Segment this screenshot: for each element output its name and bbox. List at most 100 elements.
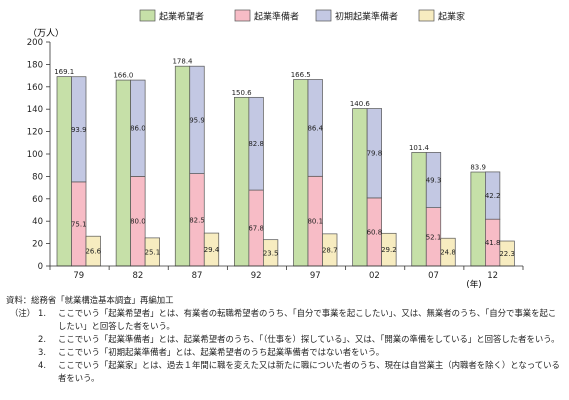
y-tick-label: 0	[38, 262, 43, 272]
x-tick-label: 02	[369, 271, 380, 281]
data-label-entrepreneur: 22.3	[499, 250, 515, 258]
bar-group-97: 166.5 80.1 86.4 28.7	[291, 71, 338, 267]
bar-initial-preparer	[485, 171, 501, 220]
data-label-entrepreneur: 23.5	[263, 249, 279, 257]
legend-swatch	[315, 9, 332, 22]
data-label-hope: 140.6	[350, 100, 371, 108]
data-label-initial-preparer: 93.9	[71, 126, 87, 134]
data-label-entrepreneur: 24.8	[440, 249, 456, 257]
bar-hope	[234, 96, 250, 267]
bar-initial-preparer	[425, 152, 442, 208]
note-text: ここでいう「起業準備者」とは、起業希望者のうち、「（仕事を）探している」、又は、…	[58, 334, 560, 344]
bar-group-02: 140.6 60.8 79.8 29.2	[350, 100, 397, 267]
bar-group-12: 83.9 41.8 42.2 22.3	[470, 164, 515, 267]
x-tick-label: 92	[251, 271, 262, 281]
data-label-initial-preparer: 82.8	[248, 140, 264, 148]
x-tick-label: 12	[487, 271, 498, 281]
note-item-4: 4. ここでいう「起業家」とは、過去１年間に職を変えた又は新たに職についた者のう…	[6, 359, 564, 385]
data-label-preparer: 80.0	[130, 218, 146, 226]
data-label-entrepreneur: 29.4	[204, 246, 220, 254]
y-tick-label: 200	[27, 38, 43, 48]
note-item-3: 3. ここでいう「初期起業準備者」とは、起業希望者のうち起業準備者ではない者をい…	[6, 346, 564, 359]
y-axis-unit-label: （万人）	[28, 28, 64, 39]
x-tick-label: 87	[192, 271, 203, 281]
note-number: 1.	[38, 308, 46, 318]
bar-initial-preparer	[189, 65, 205, 174]
data-label-entrepreneur: 29.2	[381, 246, 397, 254]
y-tick-label: 140	[27, 105, 43, 115]
data-label-entrepreneur: 25.1	[145, 248, 161, 256]
legend-swatch	[139, 9, 156, 22]
note-text: ここでいう「起業希望者」とは、有業者の転職希望者のうち、「自分で事業を起こしたい…	[58, 308, 557, 331]
y-tick-label: 180	[27, 60, 43, 70]
x-tick-label: 79	[73, 271, 84, 281]
bar-group-82: 166.0 80.0 86.0 25.1	[113, 72, 161, 267]
y-tick-label: 80	[32, 172, 43, 182]
data-label-initial-preparer: 86.0	[130, 125, 146, 133]
bar-hope	[174, 65, 191, 267]
x-tick-label: 97	[310, 271, 321, 281]
data-label-hope: 166.0	[113, 72, 133, 80]
note-number: 3.	[38, 347, 46, 357]
note-number: 2.	[38, 334, 46, 344]
y-tick-label: 40	[32, 217, 43, 227]
legend-label: 初期起業準備者	[335, 11, 398, 23]
chart-legend: 起業希望者 起業準備者 初期起業準備者 起業家	[139, 9, 465, 23]
note-item-2: 2. ここでいう「起業準備者」とは、起業希望者のうち、「（仕事を）探している」、…	[6, 333, 564, 346]
bar-initial-preparer	[248, 96, 264, 191]
bar-initial-preparer	[130, 79, 146, 177]
data-label-initial-preparer: 49.3	[426, 177, 442, 185]
data-label-preparer: 75.1	[71, 220, 87, 228]
data-label-entrepreneur: 28.7	[322, 246, 338, 254]
data-label-initial-preparer: 86.4	[307, 124, 323, 132]
y-tick-label: 120	[27, 128, 43, 138]
entrepreneur-bar-chart: 起業希望者 起業準備者 初期起業準備者 起業家 （万人） 02040608010012…	[27, 9, 524, 290]
bar-hope	[293, 79, 309, 267]
data-label-hope: 169.1	[54, 68, 74, 76]
data-label-hope: 101.4	[409, 144, 430, 152]
x-axis: 79 82 87 92 97 02 07 12	[49, 265, 524, 281]
data-label-preparer: 60.8	[367, 228, 383, 236]
y-tick-label: 20	[32, 240, 43, 250]
legend-label: 起業家	[438, 11, 465, 23]
bar-group-07: 101.4 52.1 49.3 24.8	[409, 144, 456, 267]
data-label-preparer: 52.1	[426, 233, 442, 241]
note-item-1: （注） 1. ここでいう「起業希望者」とは、有業者の転職希望者のうち、「自分で事…	[6, 307, 564, 333]
bar-hope	[470, 171, 486, 267]
legend-label: 起業希望者	[159, 11, 204, 23]
note-text: ここでいう「起業家」とは、過去１年間に職を変えた又は新たに職についた者のうち、現…	[58, 360, 560, 383]
legend-swatch	[418, 9, 435, 22]
legend-swatch	[234, 9, 251, 22]
bar-initial-preparer	[307, 79, 323, 177]
source-note: 資料：総務省「就業構造基本調査」再編加工	[6, 295, 174, 305]
bar-group-79: 169.1 75.1 93.9 26.6	[54, 68, 102, 267]
x-tick-label: 82	[132, 271, 143, 281]
data-label-preparer: 82.5	[189, 216, 205, 224]
bar-groups: 169.1 75.1 93.9 26.6 166.0 80.0 86.0 25.1 178.4 8…	[54, 58, 515, 267]
x-tick-label: 07	[428, 271, 439, 281]
y-axis: 0 20 40 60 80 100 120 140 160 180 200	[27, 38, 51, 272]
data-label-entrepreneur: 26.6	[85, 248, 101, 256]
data-label-preparer: 80.1	[307, 218, 323, 226]
note-number: 4.	[38, 360, 46, 370]
bar-group-92: 150.6 67.8 82.8 23.5	[232, 89, 279, 267]
data-label-preparer: 67.8	[248, 225, 264, 233]
y-tick-label: 60	[32, 195, 43, 205]
data-label-hope: 83.9	[470, 164, 486, 172]
bar-hope	[411, 152, 427, 267]
data-label-hope: 178.4	[172, 58, 193, 66]
note-text: ここでいう「初期起業準備者」とは、起業希望者のうち起業準備者ではない者をいう。	[58, 347, 385, 357]
bar-initial-preparer	[366, 108, 382, 199]
y-tick-label: 100	[27, 150, 43, 160]
legend-label: 起業準備者	[254, 11, 299, 23]
bar-hope	[115, 79, 131, 267]
y-tick-label: 160	[27, 83, 43, 93]
data-label-preparer: 41.8	[485, 239, 501, 247]
bar-group-87: 178.4 82.5 95.9 29.4	[172, 58, 220, 267]
data-label-initial-preparer: 42.2	[485, 192, 501, 200]
bar-hope	[56, 76, 72, 267]
data-label-hope: 150.6	[232, 89, 253, 97]
bar-initial-preparer	[71, 76, 87, 183]
data-label-initial-preparer: 95.9	[189, 116, 205, 124]
data-label-initial-preparer: 79.8	[367, 150, 383, 158]
